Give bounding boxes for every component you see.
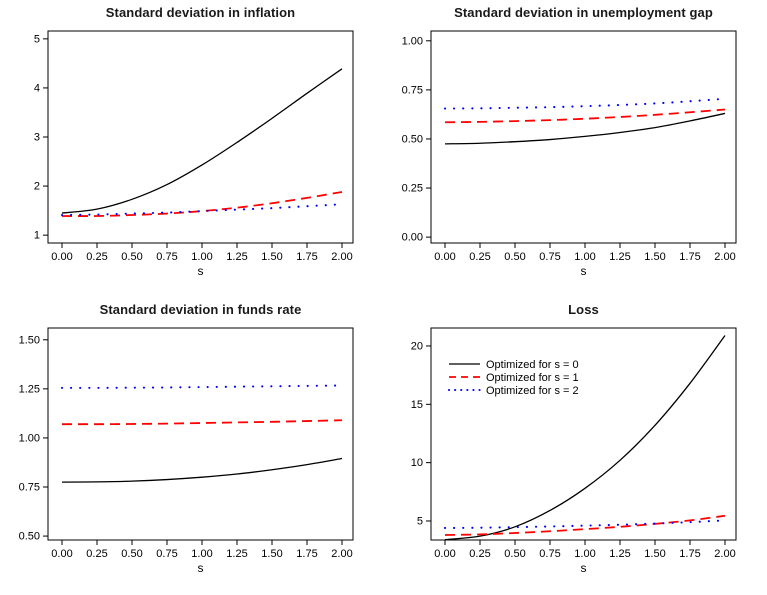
x-tick-label: 1.50 bbox=[644, 251, 665, 263]
x-tick-label: 1.25 bbox=[226, 251, 247, 263]
x-tick-label: 2.00 bbox=[331, 251, 352, 263]
panel-loss: 0.00 0.25 0.50 0.75 1.00 1.25 1.50 1.75 2.00 5 10 1… bbox=[383, 297, 767, 595]
x-tick-label: 1.50 bbox=[644, 548, 665, 560]
y-tick-label: 5 bbox=[417, 515, 423, 527]
y-tick-label: 1.50 bbox=[19, 334, 40, 346]
x-tick-label: 0.50 bbox=[504, 251, 525, 263]
series-line-s2 bbox=[443, 519, 727, 530]
y-tick-label: 0.75 bbox=[19, 482, 40, 494]
y-tick-label: 1.00 bbox=[402, 35, 423, 47]
x-tick-label: 1.50 bbox=[261, 548, 282, 560]
series-line-s0 bbox=[61, 68, 343, 214]
x-tick-label: 0.00 bbox=[434, 251, 455, 263]
panel-std-unemployment-gap: 0.00 0.25 0.50 0.75 1.00 1.25 1.50 1.75 2.00 0.00… bbox=[383, 0, 767, 297]
y-tick-label: 0.00 bbox=[402, 232, 423, 244]
x-tick-label: 1.75 bbox=[296, 548, 317, 560]
x-tick-label: 1.25 bbox=[609, 251, 630, 263]
chart-std-inflation-canvas: 0.00 0.25 0.50 0.75 1.00 1.25 1.50 1.75 2.00 1 2 3 4… bbox=[34, 30, 354, 263]
x-tick-label: 1.50 bbox=[261, 251, 282, 263]
series-line-s1 bbox=[61, 191, 343, 217]
plot-border bbox=[47, 327, 354, 541]
x-tick-label: 2.00 bbox=[331, 548, 352, 560]
series-line-s1 bbox=[61, 419, 343, 426]
x-tick-label: 0.75 bbox=[156, 548, 177, 560]
chart-title-std-inflation: Standard deviation in inflation bbox=[105, 5, 296, 20]
x-tick-label: 1.00 bbox=[574, 548, 595, 560]
plot-border bbox=[430, 30, 737, 244]
y-tick-label: 1.00 bbox=[19, 432, 40, 444]
x-axis-label-s: s bbox=[580, 561, 587, 575]
x-axis-label-s: s bbox=[197, 264, 204, 278]
x-axis-label-s: s bbox=[580, 264, 587, 278]
x-tick-label: 0.75 bbox=[539, 251, 560, 263]
y-tick-label: 1 bbox=[34, 230, 40, 242]
chart-title-std-funds-rate: Standard deviation in funds rate bbox=[99, 302, 302, 317]
x-tick-label: 1.25 bbox=[609, 548, 630, 560]
x-tick-label: 0.75 bbox=[539, 548, 560, 560]
y-tick-label: 2 bbox=[34, 181, 40, 193]
x-tick-label: 0.50 bbox=[504, 548, 525, 560]
x-tick-label: 0.25 bbox=[86, 548, 107, 560]
y-tick-label: 0.50 bbox=[402, 133, 423, 145]
series-line-s0 bbox=[444, 112, 726, 145]
x-tick-label: 1.00 bbox=[191, 251, 212, 263]
x-tick-label: 1.75 bbox=[296, 251, 317, 263]
x-tick-label: 1.00 bbox=[574, 251, 595, 263]
y-tick-label: 4 bbox=[34, 82, 40, 94]
series-line-s2 bbox=[443, 97, 727, 110]
x-tick-label: 0.50 bbox=[121, 251, 142, 263]
series-line-s0 bbox=[444, 335, 726, 541]
x-tick-label: 0.50 bbox=[121, 548, 142, 560]
x-tick-label: 2.00 bbox=[714, 251, 735, 263]
x-tick-label: 0.25 bbox=[469, 548, 490, 560]
series-line-s2 bbox=[60, 203, 344, 217]
chart-title-std-unemployment-gap: Standard deviation in unemployment gap bbox=[454, 5, 713, 20]
x-tick-label: 1.75 bbox=[679, 251, 700, 263]
legend-item-label: Optimized for s = 0 bbox=[486, 359, 579, 371]
y-tick-label: 5 bbox=[34, 33, 40, 45]
chart-std-funds-rate-canvas: 0.00 0.25 0.50 0.75 1.00 1.25 1.50 1.75 2.00 0.50… bbox=[19, 327, 354, 560]
series-line-s2 bbox=[60, 384, 344, 389]
series-line-s1 bbox=[444, 514, 726, 536]
x-tick-label: 2.00 bbox=[714, 548, 735, 560]
x-tick-label: 0.00 bbox=[434, 548, 455, 560]
x-tick-label: 1.25 bbox=[226, 548, 247, 560]
y-tick-label: 0.50 bbox=[19, 531, 40, 543]
x-tick-label: 0.25 bbox=[86, 251, 107, 263]
series-line-s0 bbox=[61, 457, 343, 483]
x-tick-label: 1.75 bbox=[679, 548, 700, 560]
y-tick-label: 0.25 bbox=[402, 183, 423, 195]
y-tick-label: 15 bbox=[411, 399, 423, 411]
panel-std-inflation: 0.00 0.25 0.50 0.75 1.00 1.25 1.50 1.75 2.00 1 2 3 4… bbox=[0, 0, 383, 297]
x-tick-label: 0.00 bbox=[51, 251, 72, 263]
chart-title-loss: Loss bbox=[568, 302, 599, 317]
legend-item-label: Optimized for s = 1 bbox=[486, 372, 579, 384]
x-tick-label: 1.00 bbox=[191, 548, 212, 560]
x-axis-label-s: s bbox=[197, 561, 204, 575]
panel-std-funds-rate: 0.00 0.25 0.50 0.75 1.00 1.25 1.50 1.75 2.00 0.50… bbox=[0, 297, 383, 595]
x-tick-label: 0.00 bbox=[51, 548, 72, 560]
x-tick-label: 0.75 bbox=[156, 251, 177, 263]
chart-std-unemployment-gap-canvas: 0.00 0.25 0.50 0.75 1.00 1.25 1.50 1.75 2.00 0.00… bbox=[402, 30, 737, 263]
y-tick-label: 10 bbox=[411, 457, 423, 469]
y-tick-label: 3 bbox=[34, 132, 40, 144]
x-tick-label: 0.25 bbox=[469, 251, 490, 263]
y-tick-label: 20 bbox=[411, 340, 423, 352]
legend-item-label: Optimized for s = 2 bbox=[486, 385, 579, 397]
plot-border bbox=[47, 30, 354, 244]
y-tick-label: 1.25 bbox=[19, 383, 40, 395]
plot-border bbox=[430, 327, 737, 541]
chart-loss-canvas: 0.00 0.25 0.50 0.75 1.00 1.25 1.50 1.75 2.00 5 10 1… bbox=[411, 327, 737, 560]
y-tick-label: 0.75 bbox=[402, 84, 423, 96]
series-line-s1 bbox=[444, 108, 726, 124]
